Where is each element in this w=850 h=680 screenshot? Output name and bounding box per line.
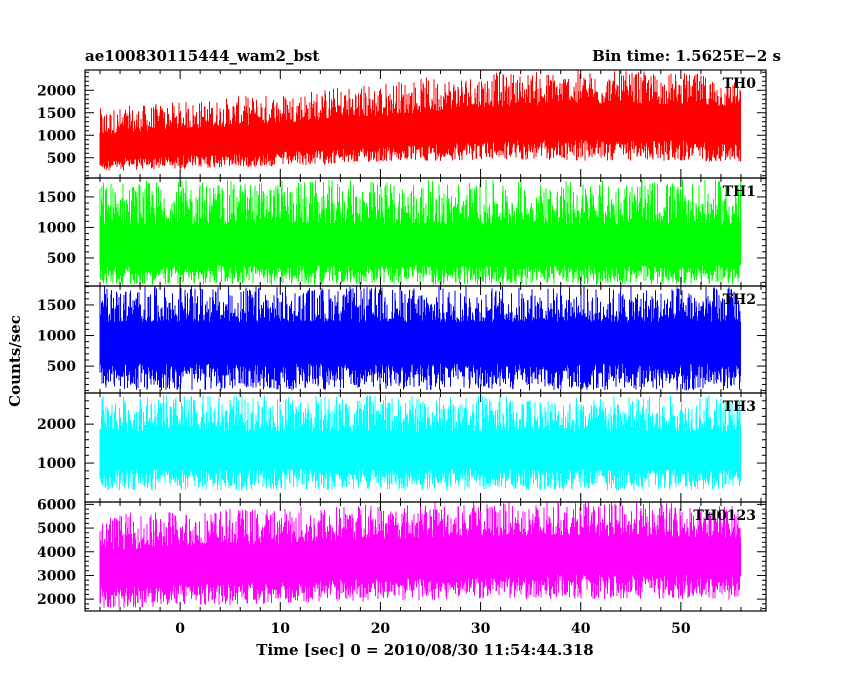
y-tick-label: 500 [47, 251, 76, 267]
x-tick-label: 50 [671, 621, 691, 637]
series-th0 [99, 70, 741, 171]
x-axis-label: Time [sec] 0 = 2010/08/30 11:54:44.318 [256, 641, 593, 659]
y-tick-label: 500 [47, 151, 76, 167]
panel-th0: 500 1000 1500 2000 TH0 [37, 69, 767, 179]
y-tick-label: 1000 [37, 128, 76, 144]
panel-label: TH0 [723, 76, 757, 92]
y-tick-label: 2000 [37, 592, 76, 608]
x-tick-label: 10 [271, 621, 291, 637]
panel-label: TH1 [723, 184, 756, 200]
y-tick-label: 4000 [37, 545, 76, 561]
y-tick-label: 3000 [37, 568, 76, 584]
panel-label: TH0123 [693, 508, 756, 524]
y-tick-label: 1000 [37, 456, 76, 472]
y-axis-label: Counts/sec [6, 315, 24, 407]
y-tick-label: 500 [47, 359, 76, 375]
y-tick-label: 1500 [37, 298, 76, 314]
panel-th2: 500 1000 1500 TH2 [37, 285, 767, 394]
panel-th0123: 2000 3000 4000 5000 6000 TH0123 [37, 497, 767, 612]
y-tick-label: 5000 [37, 521, 76, 537]
y-tick-label: 1000 [37, 329, 76, 345]
y-tick-label: 1500 [37, 190, 76, 206]
x-tick-label: 30 [471, 621, 491, 637]
chart-title-left: ae100830115444_wam2_bst [85, 47, 319, 65]
x-tick-label: 0 [175, 621, 185, 637]
y-tick-label: 2000 [37, 83, 76, 99]
y-tick-label: 2000 [37, 417, 76, 433]
series-th3 [99, 395, 741, 491]
y-tick-label: 1000 [37, 220, 76, 236]
x-tick-label: 40 [571, 621, 591, 637]
panel-label: TH3 [723, 399, 756, 415]
panel-label: TH2 [723, 292, 756, 308]
panel-th1: 500 1000 1500 TH1 [37, 177, 767, 287]
y-tick-label: 1500 [37, 106, 76, 122]
series-th0123 [99, 502, 741, 608]
chart-title-right: Bin time: 1.5625E−2 s [592, 47, 781, 65]
y-tick-label: 6000 [37, 497, 76, 513]
series-th2 [99, 286, 741, 391]
series-th1 [99, 179, 741, 285]
panel-th3: 1000 2000 TH3 [37, 392, 767, 503]
x-tick-label: 20 [371, 621, 391, 637]
